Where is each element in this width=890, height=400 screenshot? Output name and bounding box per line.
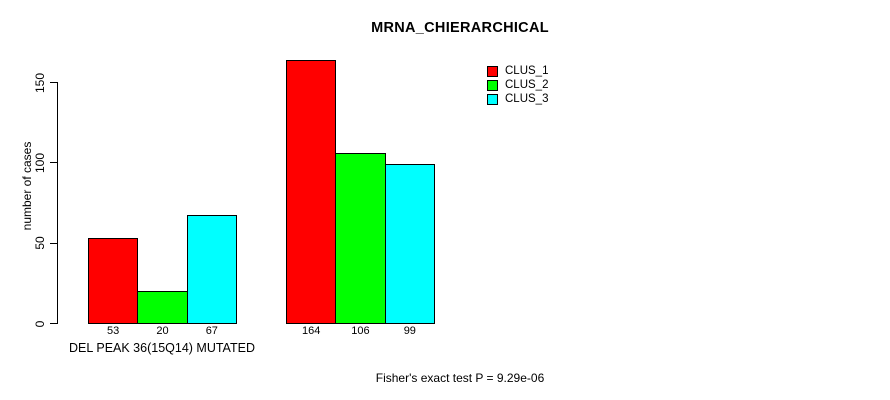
bar-clus_2-group2 xyxy=(335,152,386,324)
legend: CLUS_1 CLUS_2 CLUS_3 xyxy=(487,65,548,106)
y-axis-tick xyxy=(50,242,57,244)
legend-swatch-clus_2 xyxy=(487,80,498,91)
bar-value-label: 20 xyxy=(156,325,169,337)
legend-item: CLUS_3 xyxy=(487,93,548,106)
bar-clus_1-group1 xyxy=(88,237,139,324)
legend-label: CLUS_2 xyxy=(505,79,549,91)
legend-item: CLUS_2 xyxy=(487,79,548,92)
y-axis xyxy=(57,82,58,324)
y-axis-tick-label: 0 xyxy=(33,320,47,327)
bar-clus_1-group2 xyxy=(286,59,337,324)
y-axis-tick-label: 100 xyxy=(33,152,47,173)
legend-label: CLUS_3 xyxy=(505,93,549,105)
bar-value-label: 53 xyxy=(107,325,120,337)
y-axis-tick xyxy=(50,162,57,164)
fisher-test-annotation: Fisher's exact test P = 9.29e-06 xyxy=(375,371,545,385)
x-axis-label: DEL PEAK 36(15Q14) MUTATED xyxy=(69,341,255,355)
chart-title: MRNA_CHIERARCHICAL xyxy=(371,20,549,36)
bar-clus_3-group2 xyxy=(384,163,435,324)
bar-value-label: 99 xyxy=(403,325,416,337)
bar-value-label: 106 xyxy=(351,325,370,337)
legend-item: CLUS_1 xyxy=(487,65,548,78)
legend-label: CLUS_1 xyxy=(505,65,549,77)
y-axis-tick xyxy=(50,82,57,83)
bar-clus_3-group1 xyxy=(186,215,237,324)
legend-swatch-clus_3 xyxy=(487,94,498,105)
bar-value-label: 164 xyxy=(301,325,321,337)
y-axis-tick-label: 50 xyxy=(33,236,47,250)
legend-swatch-clus_1 xyxy=(487,66,498,77)
bar-value-label: 67 xyxy=(205,325,218,337)
y-axis-tick-label: 150 xyxy=(33,72,47,93)
y-axis-tick xyxy=(50,323,57,324)
bar-clus_2-group1 xyxy=(137,290,188,324)
